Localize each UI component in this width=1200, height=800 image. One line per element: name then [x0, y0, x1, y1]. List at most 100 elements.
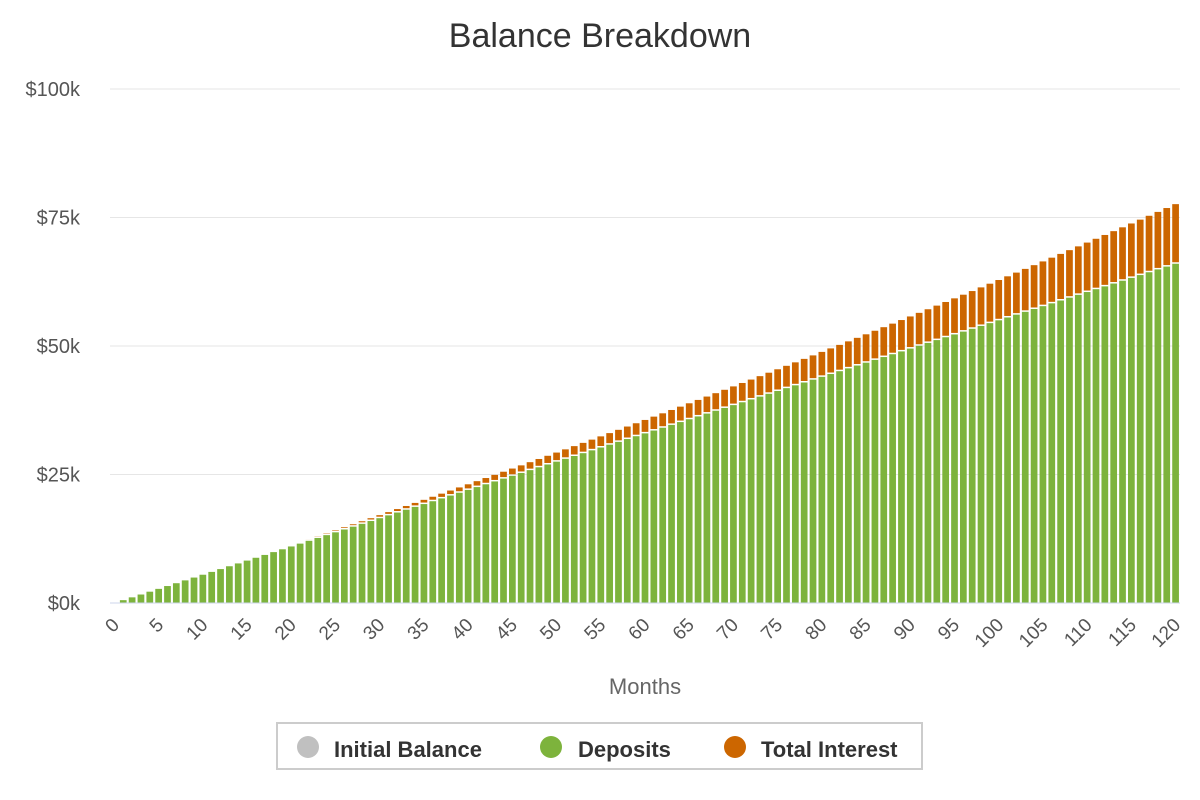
bar-total-interest[interactable] — [827, 348, 835, 373]
bar-deposits[interactable] — [1092, 289, 1100, 603]
bar-total-interest[interactable] — [517, 465, 525, 472]
bar-total-interest[interactable] — [730, 386, 737, 404]
bar-total-interest[interactable] — [862, 334, 870, 362]
bar-total-interest[interactable] — [995, 280, 1003, 319]
bar-deposits[interactable] — [924, 342, 932, 603]
bar-total-interest[interactable] — [1004, 276, 1011, 316]
bar-deposits[interactable] — [509, 475, 516, 603]
bar-total-interest[interactable] — [447, 490, 454, 495]
bar-total-interest[interactable] — [1066, 250, 1073, 297]
bar-total-interest[interactable] — [1057, 253, 1064, 300]
bar-deposits[interactable] — [243, 560, 251, 603]
bar-total-interest[interactable] — [668, 409, 675, 424]
bar-total-interest[interactable] — [880, 327, 888, 356]
bar-total-interest[interactable] — [420, 499, 428, 503]
bar-total-interest[interactable] — [1101, 234, 1109, 285]
bar-deposits[interactable] — [190, 577, 198, 603]
bar-total-interest[interactable] — [738, 382, 746, 401]
bar-deposits[interactable] — [473, 487, 481, 603]
bar-deposits[interactable] — [287, 546, 295, 603]
bar-deposits[interactable] — [977, 325, 985, 603]
bar-total-interest[interactable] — [871, 330, 879, 359]
bar-deposits[interactable] — [774, 390, 781, 603]
bar-deposits[interactable] — [164, 586, 171, 603]
bar-total-interest[interactable] — [898, 320, 905, 350]
bar-deposits[interactable] — [1110, 283, 1118, 603]
bar-deposits[interactable] — [1066, 297, 1073, 603]
bar-total-interest[interactable] — [340, 527, 348, 528]
bar-deposits[interactable] — [853, 365, 861, 603]
bar-total-interest[interactable] — [544, 455, 552, 463]
bar-deposits[interactable] — [535, 467, 543, 603]
bar-total-interest[interactable] — [429, 496, 437, 500]
bar-deposits[interactable] — [455, 492, 463, 603]
bar-deposits[interactable] — [261, 554, 269, 603]
bar-deposits[interactable] — [791, 385, 799, 603]
legend-item-total-interest[interactable]: Total Interest — [724, 736, 898, 762]
bar-deposits[interactable] — [968, 328, 976, 603]
bar-total-interest[interactable] — [394, 509, 401, 512]
bar-deposits[interactable] — [606, 444, 613, 603]
bar-total-interest[interactable] — [491, 474, 499, 480]
bar-deposits[interactable] — [438, 498, 445, 603]
bar-deposits[interactable] — [402, 509, 410, 603]
bar-total-interest[interactable] — [774, 369, 781, 390]
bar-total-interest[interactable] — [959, 294, 967, 331]
bar-total-interest[interactable] — [791, 362, 799, 384]
bar-total-interest[interactable] — [1021, 268, 1029, 311]
bar-total-interest[interactable] — [933, 305, 941, 339]
bar-total-interest[interactable] — [836, 344, 843, 370]
bar-total-interest[interactable] — [906, 316, 914, 348]
bar-total-interest[interactable] — [509, 468, 516, 475]
bar-deposits[interactable] — [394, 512, 401, 603]
bar-deposits[interactable] — [721, 407, 728, 603]
bar-deposits[interactable] — [1030, 308, 1038, 603]
bar-deposits[interactable] — [1145, 272, 1153, 603]
bar-deposits[interactable] — [526, 470, 534, 603]
bar-deposits[interactable] — [889, 354, 896, 603]
bar-deposits[interactable] — [340, 529, 348, 604]
bar-deposits[interactable] — [1013, 314, 1020, 603]
bar-total-interest[interactable] — [473, 481, 481, 486]
bar-deposits[interactable] — [1039, 306, 1047, 603]
bar-total-interest[interactable] — [1048, 257, 1056, 302]
bar-total-interest[interactable] — [367, 518, 375, 520]
bar-deposits[interactable] — [1074, 294, 1082, 603]
bar-deposits[interactable] — [1083, 292, 1091, 603]
bar-deposits[interactable] — [517, 472, 525, 603]
bar-deposits[interactable] — [615, 441, 622, 603]
bar-total-interest[interactable] — [1128, 223, 1135, 277]
bar-total-interest[interactable] — [712, 393, 720, 410]
bar-deposits[interactable] — [685, 419, 693, 603]
bar-deposits[interactable] — [464, 489, 472, 603]
bar-deposits[interactable] — [128, 597, 136, 603]
bar-total-interest[interactable] — [562, 449, 569, 458]
bar-deposits[interactable] — [1057, 300, 1064, 603]
bar-deposits[interactable] — [279, 549, 286, 603]
bar-deposits[interactable] — [332, 532, 339, 603]
bar-total-interest[interactable] — [1163, 208, 1171, 266]
bar-total-interest[interactable] — [597, 436, 605, 447]
bar-total-interest[interactable] — [1110, 231, 1118, 283]
bar-total-interest[interactable] — [1092, 238, 1100, 288]
bar-deposits[interactable] — [862, 362, 870, 603]
bar-deposits[interactable] — [544, 464, 552, 603]
bar-deposits[interactable] — [677, 422, 684, 603]
bar-total-interest[interactable] — [703, 396, 711, 413]
bar-total-interest[interactable] — [783, 365, 790, 387]
bar-deposits[interactable] — [429, 501, 437, 603]
bar-total-interest[interactable] — [332, 530, 339, 531]
bar-deposits[interactable] — [181, 580, 189, 603]
bar-deposits[interactable] — [553, 461, 560, 603]
bar-total-interest[interactable] — [1172, 204, 1179, 263]
bar-total-interest[interactable] — [924, 309, 932, 342]
bar-deposits[interactable] — [367, 521, 375, 603]
bar-total-interest[interactable] — [986, 283, 994, 322]
bar-deposits[interactable] — [747, 399, 755, 603]
bar-total-interest[interactable] — [721, 389, 728, 407]
bar-deposits[interactable] — [1048, 303, 1056, 603]
bar-total-interest[interactable] — [349, 524, 357, 526]
bar-total-interest[interactable] — [951, 298, 958, 333]
bar-total-interest[interactable] — [358, 521, 366, 523]
bar-deposits[interactable] — [217, 569, 224, 603]
